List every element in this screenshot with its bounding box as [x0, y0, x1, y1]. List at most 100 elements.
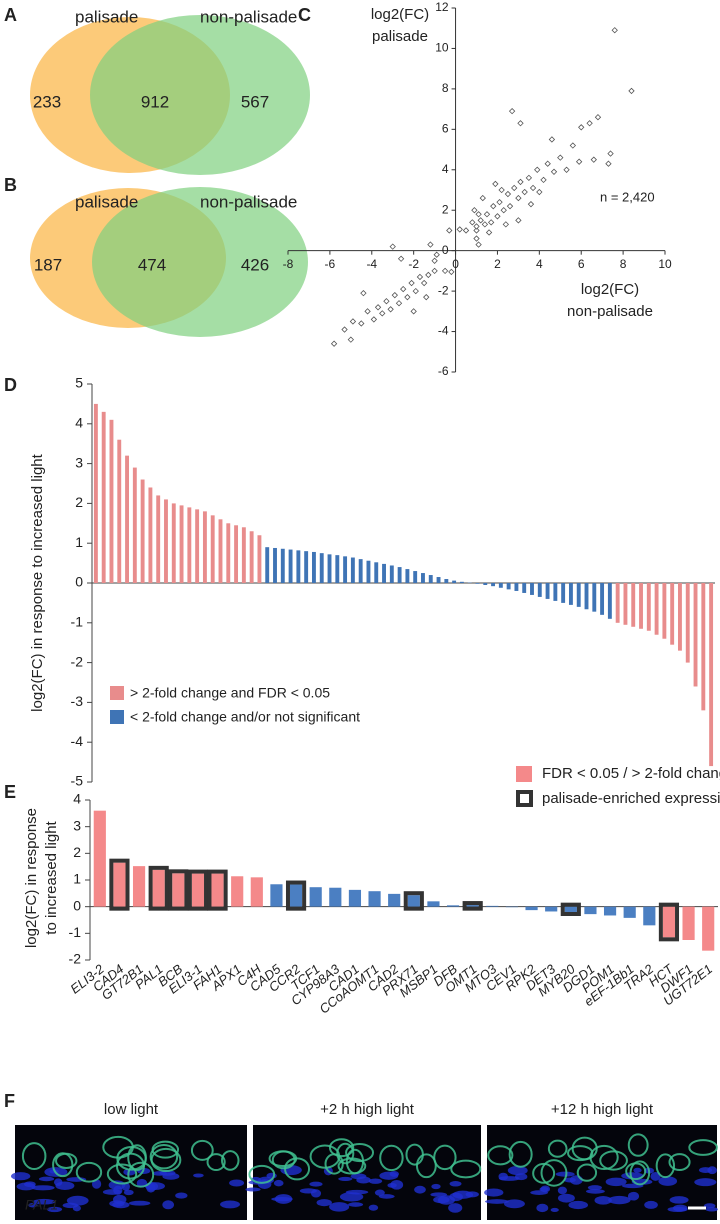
bar: [191, 873, 205, 907]
nucleus: [11, 1172, 31, 1181]
bar: [195, 509, 200, 583]
cell-wall: [655, 1153, 676, 1179]
nucleus: [66, 1177, 87, 1182]
y-tick-label: -1: [71, 614, 84, 630]
point: [548, 136, 556, 143]
point: [611, 27, 618, 34]
y-tick-label: 0: [442, 243, 449, 257]
bar: [117, 439, 122, 583]
bar: [311, 551, 316, 583]
micrograph-title: low light: [104, 1101, 159, 1118]
nucleus: [503, 1199, 525, 1209]
cell-wall: [540, 1159, 568, 1187]
point: [487, 219, 495, 226]
point: [379, 310, 386, 317]
nucleus: [374, 1189, 385, 1196]
point: [408, 279, 415, 287]
bar: [576, 583, 581, 607]
y-tick-label: 4: [73, 791, 81, 807]
panel-letter: D: [4, 375, 17, 395]
nucleus: [555, 1171, 575, 1177]
point: [383, 298, 390, 305]
bar: [564, 906, 577, 912]
enriched-outline: [285, 880, 307, 911]
y-tick-label: -1: [69, 924, 82, 940]
point: [387, 306, 394, 313]
bar: [405, 569, 410, 583]
legend-label: palisade-enriched expression: [542, 790, 720, 807]
bar: [335, 555, 340, 583]
enriched-outline: [560, 902, 581, 917]
point: [360, 289, 367, 297]
cell-wall: [21, 1142, 47, 1171]
point: [404, 294, 411, 301]
x-tick-label: 8: [620, 257, 627, 271]
nucleus: [644, 1200, 658, 1209]
bar: [639, 583, 643, 629]
point: [364, 308, 371, 315]
bar: [309, 887, 322, 907]
bar: [304, 551, 309, 583]
bar: [218, 519, 223, 583]
point: [515, 217, 522, 224]
point: [471, 207, 478, 214]
legend-swatch: [110, 710, 124, 724]
enriched-outline: [462, 901, 483, 911]
nucleus: [414, 1185, 426, 1194]
cell-wall: [508, 1140, 533, 1168]
nucleus: [485, 1199, 509, 1204]
bar: [553, 583, 558, 601]
cell-wall: [127, 1161, 155, 1188]
bar: [506, 583, 511, 590]
cell-wall: [336, 1142, 355, 1165]
bar: [348, 889, 362, 907]
count-label: 233: [33, 92, 61, 111]
enriched-outline: [403, 891, 424, 911]
point: [416, 273, 424, 281]
bar: [643, 906, 656, 926]
y-tick-label: -4: [438, 324, 449, 338]
point: [628, 87, 635, 95]
bar: [584, 583, 589, 610]
bar: [709, 583, 714, 767]
nucleus: [557, 1193, 575, 1203]
point: [500, 207, 507, 214]
point: [506, 203, 514, 210]
bar: [350, 557, 355, 583]
set-label: non-palisade: [200, 7, 297, 26]
bar: [132, 866, 146, 907]
bar: [202, 511, 207, 583]
y-axis-label: log2(FC): [371, 6, 429, 23]
point: [511, 184, 518, 192]
nucleus: [266, 1172, 277, 1179]
point: [494, 213, 501, 220]
bar: [187, 507, 192, 583]
point: [330, 340, 338, 347]
x-tick-label: 2: [494, 257, 501, 271]
bar: [436, 577, 441, 583]
y-axis-label: log2(FC) in response to increased light: [29, 453, 46, 711]
bar: [446, 905, 460, 907]
bar: [685, 583, 690, 663]
count-label: 912: [141, 92, 169, 111]
bar: [319, 553, 324, 583]
cell-wall: [688, 1139, 718, 1156]
bar: [288, 549, 293, 583]
bar: [452, 580, 457, 583]
micrograph-title: +2 h high light: [320, 1101, 415, 1118]
nucleus: [66, 1195, 89, 1206]
cell-wall: [433, 1144, 457, 1171]
bar: [329, 887, 342, 907]
bar: [273, 547, 277, 583]
point: [374, 304, 382, 311]
panel-letter: C: [298, 5, 311, 25]
enriched-outline: [187, 869, 209, 911]
bar: [125, 455, 129, 583]
bar: [428, 575, 433, 583]
point: [431, 267, 438, 275]
nucleus: [431, 1183, 441, 1190]
nucleus: [102, 1189, 122, 1195]
point: [536, 188, 543, 196]
bar: [413, 571, 418, 583]
bar: [702, 906, 715, 951]
